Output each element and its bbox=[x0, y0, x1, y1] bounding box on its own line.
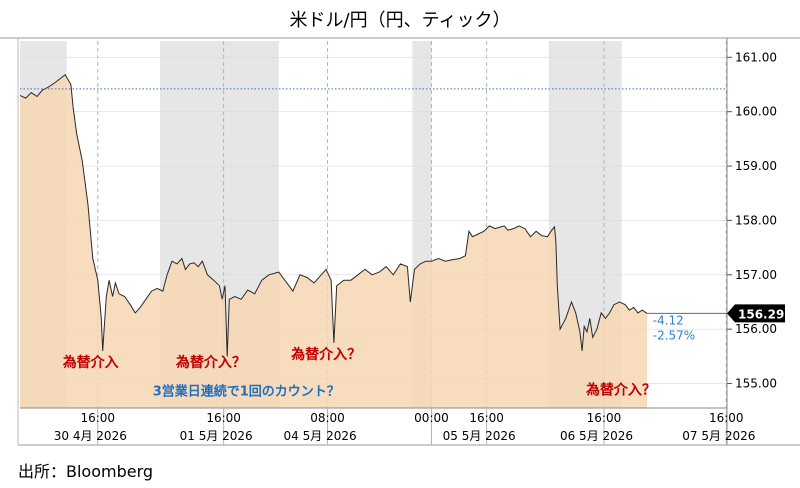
x-tick-time: 16:00 bbox=[206, 411, 241, 425]
y-tick-label: 161.00 bbox=[735, 50, 777, 64]
x-tick-date: 30 4月 2026 bbox=[54, 429, 127, 443]
annotation-count-note: 3営業日連続で1回のカウント？ bbox=[153, 383, 340, 399]
chart-title: 米ドル/円（円、ティック） bbox=[289, 10, 511, 31]
x-tick-date: 05 5月 2026 bbox=[443, 429, 516, 443]
chart: 155.00 156.00 157.00 158.00 159.00 160.00 161.… bbox=[0, 37, 800, 446]
last-value-tag bbox=[727, 304, 785, 323]
annotation-intervention: 為替介入 bbox=[62, 354, 119, 371]
price-area-fill bbox=[20, 74, 648, 408]
x-tick-date: 06 5月 2026 bbox=[560, 429, 633, 443]
change-label: -4.12 bbox=[653, 313, 684, 327]
last-value-label: 156.29 bbox=[738, 307, 784, 321]
x-tick-time: 16:00 bbox=[469, 411, 504, 425]
x-tick-date: 04 5月 2026 bbox=[284, 429, 357, 443]
plot-frame bbox=[0, 37, 800, 446]
x-tick-time: 16:00 bbox=[80, 411, 115, 425]
y-tick-label: 159.00 bbox=[735, 159, 777, 173]
price-area bbox=[19, 73, 648, 408]
x-axis: 16:00 30 4月 2026 16:00 01 5月 2026 08:00 04 5月… bbox=[54, 408, 755, 445]
change-label: -2.57% bbox=[653, 328, 695, 342]
annotations: 為替介入 為替介入？為替介入？3営業日連続で1回のカウント？ 為替介入？ bbox=[62, 346, 656, 399]
x-tick-time: 00:00 bbox=[414, 411, 449, 425]
annotation-intervention: 為替介入？ bbox=[175, 354, 246, 371]
y-tick-label: 160.00 bbox=[735, 105, 777, 119]
y-tick-label: 156.00 bbox=[735, 322, 777, 336]
y-tick-label: 158.00 bbox=[735, 213, 777, 227]
x-tick-time: 16:00 bbox=[709, 411, 744, 425]
annotation-intervention: 為替介入？ bbox=[290, 346, 361, 363]
y-tick-label: 155.00 bbox=[735, 377, 777, 391]
source-note: 出所：Bloomberg bbox=[18, 462, 154, 481]
last-value-marker: 156.29 -4.12-2.57% bbox=[647, 304, 785, 342]
x-tick-date: 07 5月 2026 bbox=[682, 429, 755, 443]
annotation-intervention: 為替介入？ bbox=[585, 381, 656, 398]
x-tick-time: 16:00 bbox=[587, 411, 622, 425]
x-tick-date: 01 5月 2026 bbox=[180, 429, 253, 443]
x-tick-time: 08:00 bbox=[310, 411, 345, 425]
y-axis: 155.00 156.00 157.00 158.00 159.00 160.00 161.… bbox=[727, 50, 777, 391]
price-line bbox=[19, 73, 648, 357]
y-tick-label: 157.00 bbox=[735, 268, 777, 282]
